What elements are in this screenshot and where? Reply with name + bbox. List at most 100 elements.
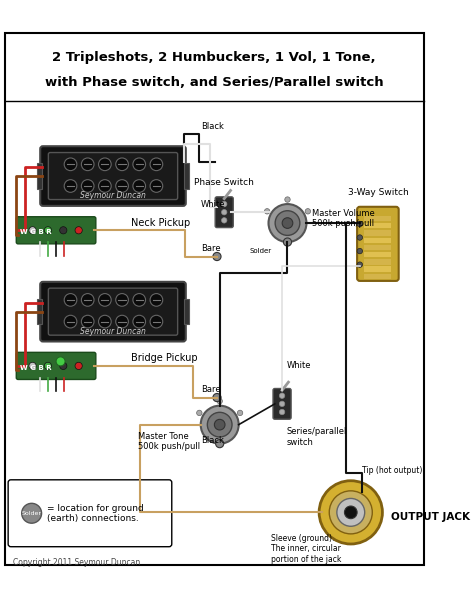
Circle shape bbox=[283, 238, 292, 246]
Circle shape bbox=[133, 294, 146, 306]
Circle shape bbox=[44, 227, 52, 234]
Circle shape bbox=[22, 504, 42, 523]
FancyBboxPatch shape bbox=[48, 152, 178, 200]
Circle shape bbox=[116, 294, 128, 306]
Bar bbox=[365, 230, 392, 236]
Circle shape bbox=[268, 204, 307, 242]
Circle shape bbox=[29, 227, 36, 234]
Text: Neck Pickup: Neck Pickup bbox=[131, 218, 191, 228]
FancyBboxPatch shape bbox=[40, 282, 186, 341]
Circle shape bbox=[197, 410, 202, 416]
Circle shape bbox=[44, 362, 52, 370]
Circle shape bbox=[99, 294, 111, 306]
Text: Solder: Solder bbox=[22, 511, 42, 515]
Bar bbox=[365, 245, 392, 250]
Circle shape bbox=[221, 218, 227, 223]
Bar bbox=[365, 223, 392, 228]
Circle shape bbox=[305, 209, 310, 214]
Circle shape bbox=[116, 315, 128, 328]
FancyBboxPatch shape bbox=[16, 352, 96, 380]
Circle shape bbox=[285, 197, 290, 202]
Circle shape bbox=[329, 491, 372, 534]
Bar bbox=[36, 163, 42, 189]
Text: Black: Black bbox=[201, 435, 224, 444]
Text: Sleeve (ground).
The inner, circular
portion of the jack: Sleeve (ground). The inner, circular por… bbox=[271, 534, 342, 564]
Circle shape bbox=[279, 401, 285, 407]
Text: Series/parallel
switch: Series/parallel switch bbox=[287, 428, 347, 447]
Circle shape bbox=[237, 410, 243, 416]
FancyBboxPatch shape bbox=[273, 389, 291, 419]
Circle shape bbox=[213, 252, 221, 261]
Circle shape bbox=[345, 506, 357, 518]
Bar bbox=[365, 252, 392, 257]
Bar bbox=[365, 274, 392, 279]
Circle shape bbox=[133, 158, 146, 170]
Circle shape bbox=[29, 362, 36, 370]
Text: Master Volume
500k push/pull: Master Volume 500k push/pull bbox=[312, 209, 374, 228]
Circle shape bbox=[279, 409, 285, 415]
Circle shape bbox=[99, 315, 111, 328]
Text: Tip (hot output): Tip (hot output) bbox=[362, 466, 422, 475]
Circle shape bbox=[82, 158, 94, 170]
Circle shape bbox=[82, 315, 94, 328]
Circle shape bbox=[282, 218, 293, 228]
Circle shape bbox=[357, 262, 363, 267]
Text: White: White bbox=[201, 200, 225, 209]
FancyBboxPatch shape bbox=[215, 197, 233, 228]
Circle shape bbox=[64, 315, 77, 328]
Circle shape bbox=[357, 235, 363, 240]
Text: Copyright 2011 Seymour Duncan: Copyright 2011 Seymour Duncan bbox=[13, 559, 140, 568]
Text: Bare: Bare bbox=[201, 385, 220, 394]
Text: W G B R: W G B R bbox=[20, 229, 52, 235]
Circle shape bbox=[64, 158, 77, 170]
Text: OUTPUT JACK: OUTPUT JACK bbox=[391, 512, 470, 522]
Bar bbox=[184, 163, 190, 189]
Text: = location for ground
(earth) connections.: = location for ground (earth) connection… bbox=[47, 504, 144, 523]
Circle shape bbox=[116, 158, 128, 170]
Circle shape bbox=[150, 158, 163, 170]
Circle shape bbox=[216, 440, 224, 448]
FancyBboxPatch shape bbox=[8, 480, 172, 547]
Text: Phase Switch: Phase Switch bbox=[194, 178, 254, 187]
Circle shape bbox=[56, 357, 65, 366]
Circle shape bbox=[60, 227, 67, 234]
FancyBboxPatch shape bbox=[40, 147, 186, 206]
Circle shape bbox=[201, 405, 239, 444]
Circle shape bbox=[357, 221, 363, 227]
Circle shape bbox=[133, 179, 146, 193]
Circle shape bbox=[279, 393, 285, 398]
Circle shape bbox=[337, 499, 365, 526]
Circle shape bbox=[275, 210, 300, 236]
FancyBboxPatch shape bbox=[16, 216, 96, 244]
Bar bbox=[365, 259, 392, 265]
Text: with Phase switch, and Series/Parallel switch: with Phase switch, and Series/Parallel s… bbox=[45, 77, 383, 90]
Circle shape bbox=[264, 209, 270, 214]
Circle shape bbox=[221, 202, 227, 207]
Bar bbox=[184, 299, 190, 324]
Text: W G B R: W G B R bbox=[20, 365, 52, 371]
Circle shape bbox=[75, 362, 82, 370]
Text: Bridge Pickup: Bridge Pickup bbox=[131, 353, 198, 363]
Text: White: White bbox=[287, 361, 311, 370]
Text: Solder: Solder bbox=[249, 248, 272, 254]
Circle shape bbox=[99, 179, 111, 193]
Text: Black: Black bbox=[201, 122, 224, 131]
Bar bbox=[365, 237, 392, 243]
Text: 3-Way Switch: 3-Way Switch bbox=[347, 188, 408, 197]
Circle shape bbox=[116, 179, 128, 193]
Circle shape bbox=[357, 248, 363, 254]
Circle shape bbox=[150, 315, 163, 328]
FancyBboxPatch shape bbox=[357, 207, 399, 281]
Bar bbox=[365, 267, 392, 272]
Circle shape bbox=[217, 398, 222, 404]
Circle shape bbox=[64, 179, 77, 193]
FancyBboxPatch shape bbox=[48, 288, 178, 335]
Circle shape bbox=[150, 179, 163, 193]
Text: 2 Tripleshots, 2 Humbuckers, 1 Vol, 1 Tone,: 2 Tripleshots, 2 Humbuckers, 1 Vol, 1 To… bbox=[53, 51, 376, 64]
Circle shape bbox=[150, 294, 163, 306]
Circle shape bbox=[99, 158, 111, 170]
Circle shape bbox=[207, 413, 232, 437]
Circle shape bbox=[319, 481, 383, 544]
Circle shape bbox=[82, 179, 94, 193]
Circle shape bbox=[214, 419, 225, 430]
